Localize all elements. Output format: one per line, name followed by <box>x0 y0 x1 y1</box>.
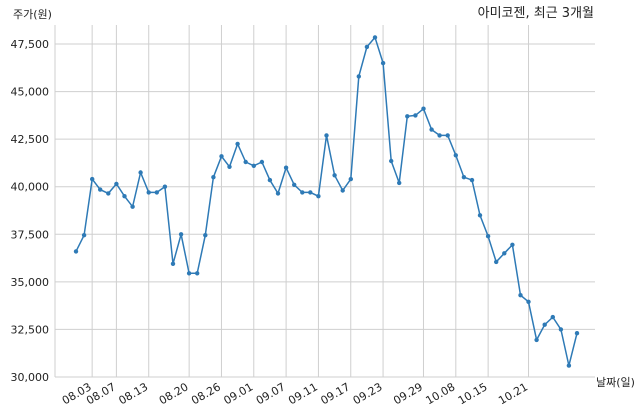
data-point <box>98 187 103 192</box>
x-tick-label: 09.29 <box>391 380 425 407</box>
data-point <box>130 204 135 209</box>
y-axis-ticks: 30,000 32,500 35,000 37,500 40,000 42,500 45,0… <box>11 38 50 384</box>
data-point <box>542 322 547 327</box>
chart-title: 아미코젠, 최근 3개월 <box>478 6 594 21</box>
data-point <box>453 153 458 158</box>
x-tick-label: 09.07 <box>254 380 288 407</box>
x-tick-label: 10.15 <box>456 380 490 407</box>
data-point <box>566 363 572 368</box>
data-point <box>211 175 216 180</box>
data-point <box>397 180 402 186</box>
x-tick-label: 08.20 <box>157 380 191 407</box>
data-point <box>243 159 248 165</box>
data-point <box>81 233 87 238</box>
data-point <box>170 261 176 266</box>
data-point <box>162 184 168 189</box>
y-axis-title: 주가(원) <box>13 8 52 21</box>
x-tick-label: 10.21 <box>496 380 530 407</box>
x-tick-label: 09.11 <box>286 380 320 407</box>
y-tick-label: 40,000 <box>11 181 50 194</box>
data-point <box>502 251 507 256</box>
data-point <box>558 327 564 332</box>
data-point <box>235 141 240 147</box>
price-line <box>75 35 578 366</box>
data-point <box>219 154 224 159</box>
data-point <box>122 194 127 199</box>
data-point <box>413 113 418 118</box>
data-point <box>203 233 208 238</box>
data-point <box>73 249 79 254</box>
data-point <box>405 114 410 119</box>
data-point <box>227 164 232 169</box>
data-point <box>437 133 442 138</box>
data-point <box>510 242 515 247</box>
x-axis-title: 날짜(일) <box>596 375 635 389</box>
data-point <box>316 194 321 199</box>
data-point <box>380 60 386 66</box>
data-point <box>332 173 337 178</box>
data-point <box>494 259 499 265</box>
x-tick-label: 09.17 <box>318 380 352 407</box>
y-tick-label: 47,500 <box>11 38 50 51</box>
price-points <box>73 35 580 368</box>
data-point <box>138 170 143 175</box>
grid-lines <box>54 25 595 378</box>
data-point <box>195 271 200 276</box>
data-point <box>356 74 361 79</box>
data-point <box>90 176 95 182</box>
data-point <box>275 191 281 196</box>
data-point <box>421 106 426 111</box>
data-point <box>251 163 256 168</box>
x-tick-label: 08.26 <box>189 380 223 407</box>
data-point <box>340 188 345 193</box>
x-tick-label: 08.13 <box>116 380 150 407</box>
data-point <box>154 190 159 195</box>
data-point <box>364 44 370 50</box>
data-point <box>267 177 273 183</box>
x-tick-label: 09.01 <box>222 380 256 407</box>
data-point <box>526 299 531 304</box>
data-point <box>389 158 394 164</box>
data-point <box>550 314 555 320</box>
data-point <box>534 337 539 343</box>
data-point <box>372 35 378 40</box>
data-point <box>574 331 580 336</box>
y-tick-label: 37,500 <box>11 228 50 241</box>
data-point <box>178 232 184 237</box>
data-point <box>106 191 111 196</box>
data-point <box>485 234 491 239</box>
y-tick-label: 35,000 <box>11 276 50 289</box>
data-point <box>292 182 297 187</box>
y-tick-label: 32,500 <box>11 323 50 336</box>
data-point <box>114 181 119 187</box>
data-point <box>469 177 475 183</box>
data-point <box>283 165 289 170</box>
data-point <box>300 190 305 195</box>
y-tick-label: 45,000 <box>11 86 50 99</box>
data-point <box>461 175 467 180</box>
y-tick-label: 42,500 <box>11 133 50 146</box>
data-point <box>186 271 192 276</box>
y-tick-label: 30,000 <box>11 371 50 384</box>
data-point <box>429 127 434 132</box>
data-point <box>445 133 450 138</box>
data-point <box>259 159 265 165</box>
data-point <box>146 190 151 195</box>
data-point <box>324 133 329 138</box>
data-point <box>518 293 523 298</box>
data-point <box>308 190 313 195</box>
data-point <box>477 213 483 218</box>
x-tick-label: 09.23 <box>351 380 385 407</box>
data-point <box>348 176 353 182</box>
x-tick-label: 10.08 <box>424 380 458 407</box>
